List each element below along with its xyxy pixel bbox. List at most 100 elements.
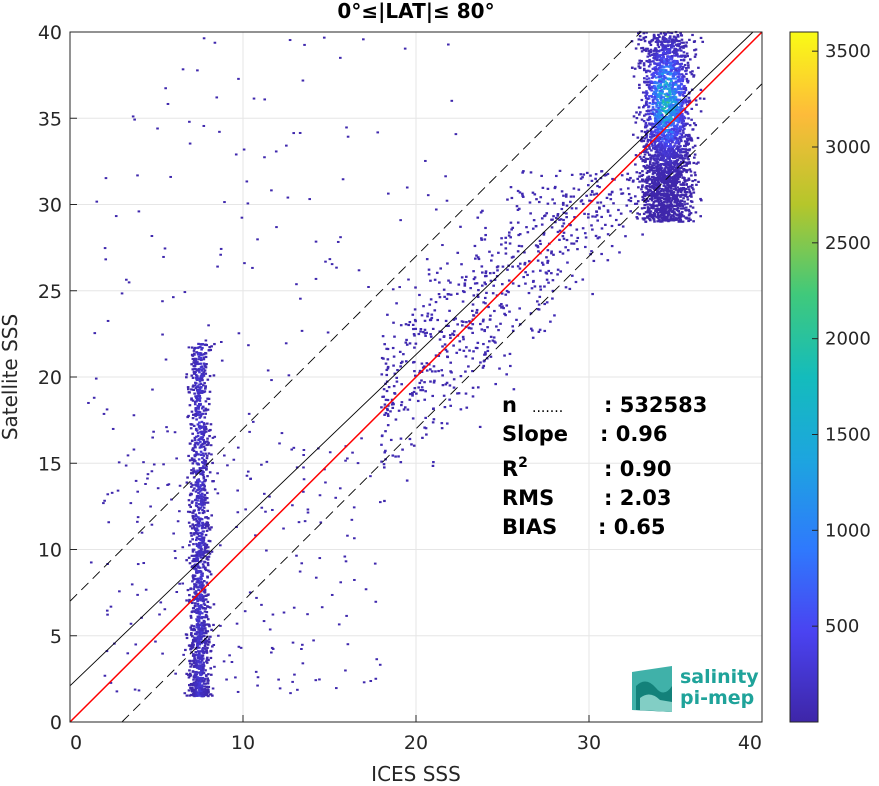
density-cell	[659, 209, 663, 212]
density-cell	[660, 42, 664, 45]
density-cell	[680, 78, 684, 81]
density-cell	[506, 198, 509, 201]
density-cell	[676, 190, 680, 194]
density-cell	[194, 651, 198, 654]
density-cell	[656, 207, 660, 210]
density-cell	[247, 344, 250, 347]
density-cell	[193, 384, 197, 387]
density-cell	[298, 131, 302, 134]
density-cell	[481, 209, 484, 212]
density-cell	[356, 462, 360, 465]
density-cell	[652, 171, 655, 175]
density-cell	[562, 231, 566, 234]
density-cell	[386, 367, 390, 370]
density-cell	[677, 67, 680, 70]
density-cell	[669, 111, 673, 114]
density-cell	[203, 561, 207, 564]
density-cell	[202, 356, 205, 359]
density-cell	[677, 142, 681, 145]
density-cell	[651, 125, 655, 129]
density-cell	[518, 307, 521, 310]
density-cell	[440, 422, 444, 425]
density-cell	[136, 174, 139, 177]
density-cell	[204, 428, 208, 431]
density-cell	[540, 261, 544, 264]
density-cell	[664, 195, 667, 198]
density-cell	[198, 554, 202, 557]
density-cell	[560, 190, 564, 193]
density-cell	[284, 342, 288, 345]
density-cell	[687, 96, 691, 99]
density-cell	[636, 217, 639, 220]
density-cell	[198, 388, 202, 391]
density-cell	[193, 400, 197, 404]
density-cell	[207, 640, 211, 643]
density-cell	[193, 515, 197, 518]
density-cell	[202, 501, 206, 504]
density-cell	[662, 211, 665, 214]
density-cell	[190, 374, 194, 377]
density-cell	[193, 357, 197, 360]
density-cell	[688, 124, 692, 127]
density-cell	[395, 302, 398, 305]
density-cell	[670, 168, 674, 171]
density-cell	[553, 314, 556, 317]
density-cell	[683, 140, 687, 143]
density-cell	[408, 437, 412, 441]
density-cell	[193, 509, 196, 512]
density-cell	[204, 452, 207, 455]
density-cell	[509, 186, 513, 189]
density-cell	[197, 636, 201, 639]
density-cell	[677, 219, 681, 222]
density-cell	[161, 333, 164, 336]
density-cell	[196, 378, 199, 381]
density-cell	[682, 131, 685, 134]
density-cell	[197, 405, 201, 409]
density-cell	[674, 197, 677, 200]
density-cell	[664, 129, 668, 132]
density-cell	[648, 51, 652, 54]
density-cell	[204, 568, 208, 572]
density-cell	[678, 135, 682, 138]
density-cell	[193, 673, 197, 676]
density-cell	[208, 346, 211, 349]
density-cell	[203, 416, 207, 419]
density-cell	[207, 324, 210, 327]
density-cell	[200, 389, 204, 392]
density-cell	[665, 216, 668, 220]
density-cell	[400, 360, 404, 363]
density-cell	[205, 529, 209, 532]
density-cell	[200, 365, 204, 368]
density-cell	[189, 540, 192, 543]
density-cell	[235, 526, 238, 529]
density-cell	[663, 107, 667, 110]
density-cell	[421, 389, 425, 392]
density-cell	[665, 92, 669, 95]
density-cell	[188, 662, 192, 665]
density-cell	[649, 185, 653, 188]
density-cell	[197, 342, 200, 346]
density-cell	[658, 151, 662, 154]
density-cell	[193, 639, 197, 642]
density-cell	[209, 635, 212, 638]
density-cell	[197, 525, 201, 528]
density-cell	[695, 183, 698, 186]
density-cell	[664, 99, 667, 102]
density-cell	[207, 658, 210, 662]
density-cell	[485, 291, 488, 294]
density-cell	[537, 330, 541, 333]
density-cell	[472, 277, 476, 281]
density-cell	[196, 361, 199, 364]
density-cell	[558, 218, 561, 221]
density-cell	[312, 639, 315, 642]
density-cell	[449, 336, 452, 340]
density-cell	[677, 106, 681, 109]
density-cell	[498, 367, 501, 370]
density-cell	[629, 210, 632, 213]
density-cell	[669, 79, 673, 82]
density-cell	[207, 397, 211, 400]
density-cell	[197, 496, 201, 500]
density-cell	[461, 290, 465, 293]
density-cell	[202, 445, 206, 448]
